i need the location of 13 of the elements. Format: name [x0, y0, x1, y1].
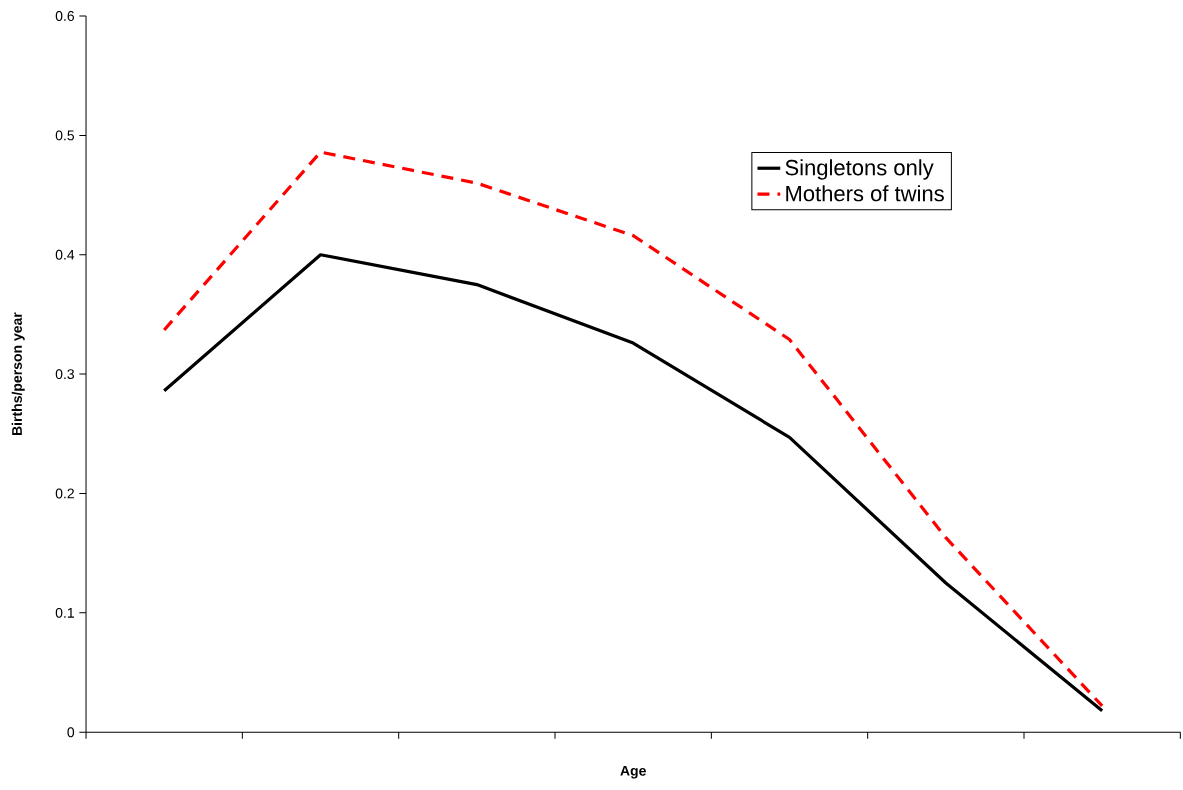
line-series	[162, 150, 1104, 708]
y-tick-label: 0.1	[55, 608, 74, 619]
legend-label: Singletons only	[785, 159, 934, 180]
y-tick-label: 0.6	[55, 11, 75, 22]
y-axis-title: Births/person year	[11, 312, 25, 436]
y-tick-label: 0.2	[55, 488, 74, 499]
y-tick-label: 0	[67, 727, 75, 738]
y-tick-label: 0.5	[55, 130, 75, 141]
line-series	[162, 253, 1104, 713]
y-tick-label: 0.3	[55, 369, 75, 380]
x-axis-title: Age	[620, 766, 646, 779]
y-tick-label: 0.4	[55, 250, 75, 260]
legend-label: Mothers of twins	[786, 185, 944, 202]
